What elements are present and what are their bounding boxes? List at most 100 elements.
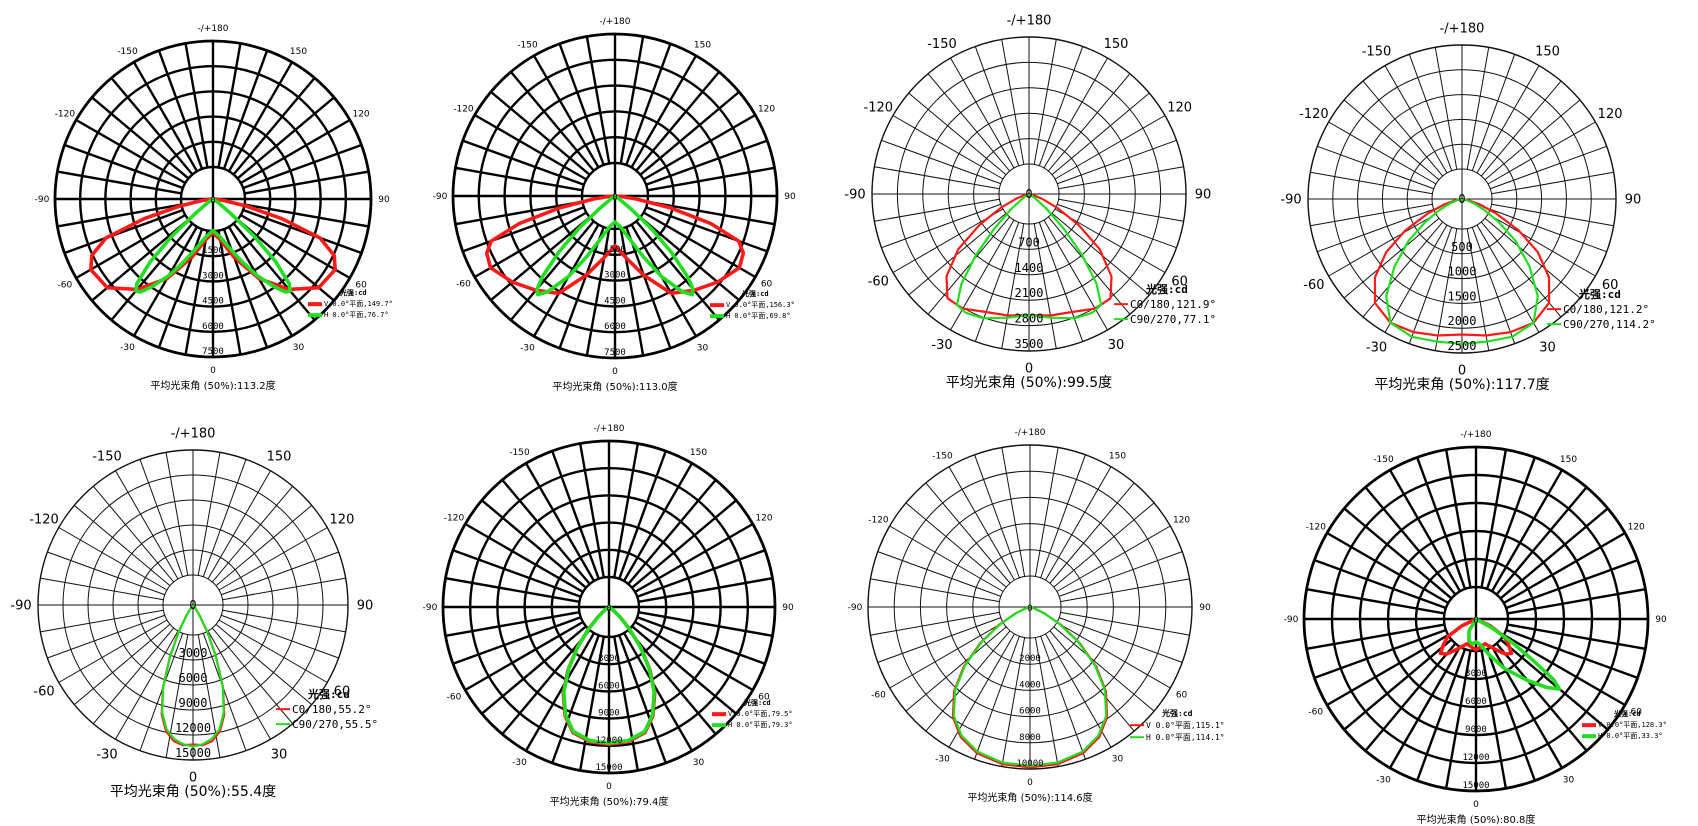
angle-label: -90: [35, 195, 50, 205]
angle-label: 120: [1598, 107, 1623, 122]
grid-spoke: [1047, 73, 1131, 172]
grid-spoke: [481, 625, 587, 715]
legend-unit-label: 光强:cd: [339, 288, 367, 297]
grid-spoke: [452, 616, 582, 665]
grid-spoke: [139, 633, 184, 751]
angle-label: -150: [509, 448, 530, 458]
beam-angle-caption: 平均光束角 (50%):79.4度: [550, 795, 669, 808]
radial-tick-label: 9000: [1465, 725, 1487, 735]
angle-label: -150: [92, 450, 122, 465]
grid-spoke: [1043, 57, 1108, 169]
legend-entry: V 0.0°平面,128.3°: [1598, 721, 1667, 729]
angle-label: -90: [848, 603, 863, 613]
grid-spoke: [75, 118, 186, 185]
angle-label: -/+180: [1461, 430, 1492, 440]
grid-spoke: [524, 632, 596, 752]
beam-angle-caption: 平均光束角 (50%):99.5度: [946, 375, 1112, 391]
angle-label: 30: [1563, 775, 1575, 785]
grid-spoke: [1362, 80, 1444, 177]
grid-spoke: [452, 549, 582, 598]
angle-label: -120: [29, 513, 59, 528]
grid-spoke: [636, 549, 766, 598]
grid-spoke: [638, 576, 773, 603]
grid-spoke: [1317, 208, 1434, 253]
angle-label: 30: [293, 343, 305, 353]
series-curve-1: [1438, 617, 1514, 656]
legend: 光强:cd V 0.0°平面,115.1° H 0.0°平面,114.1°: [1130, 708, 1225, 742]
radial-tick-label: 1500: [1448, 289, 1477, 303]
angle-label: -60: [1308, 708, 1323, 718]
grid-spoke: [242, 143, 362, 190]
grid-spoke: [207, 630, 271, 740]
radial-tick-label: 700: [1018, 235, 1040, 249]
angle-label: -90: [1280, 193, 1301, 208]
radial-tick-label: 2500: [1448, 339, 1477, 353]
grid-spoke: [631, 499, 737, 589]
grid-spoke: [115, 470, 179, 580]
angle-label: -150: [517, 41, 538, 51]
radial-zero-label: 0: [210, 196, 215, 206]
grid-spoke: [73, 623, 171, 706]
angle-label: 150: [690, 448, 707, 458]
grid-spoke: [445, 576, 580, 603]
angle-label: -90: [1284, 615, 1299, 625]
radial-tick-label: 3500: [1015, 337, 1044, 351]
angle-label: -150: [927, 37, 957, 52]
angle-label: -90: [844, 188, 865, 203]
grid-spoke: [647, 200, 775, 226]
legend-entry: H 0.0°平面,79.3°: [728, 721, 793, 729]
grid-spoke: [905, 626, 1007, 712]
radial-tick-label: 6000: [1465, 697, 1487, 707]
grid-spoke: [948, 466, 1015, 581]
grid-spoke: [1343, 99, 1440, 181]
angle-label: 60: [1171, 275, 1188, 290]
angle-label: -30: [1366, 341, 1387, 356]
radial-tick-label: 6000: [1019, 707, 1041, 717]
grid-spoke: [613, 443, 640, 578]
legend-swatch: [710, 314, 724, 319]
angle-label: 90: [1625, 193, 1642, 208]
angle-label: -150: [1362, 44, 1392, 59]
radial-tick-label: 500: [1451, 240, 1473, 254]
grid-spoke: [877, 551, 1002, 597]
angle-label: -60: [1303, 278, 1324, 293]
grid-spoke: [642, 113, 756, 181]
radial-tick-label: 7500: [202, 347, 224, 357]
grid-spoke: [1057, 203, 1177, 249]
grid-spoke: [635, 71, 721, 172]
grid-spoke: [1495, 486, 1588, 596]
angle-label: -60: [868, 275, 889, 290]
grid-spoke: [618, 450, 667, 580]
angle-label: 120: [1628, 523, 1645, 533]
grid-spoke: [464, 620, 584, 692]
legend-entry: C0/180,55.2°: [292, 703, 371, 716]
grid-spoke: [110, 222, 194, 321]
series-curve-2: [134, 197, 292, 294]
grid-spoke: [75, 213, 186, 280]
legend: 光强:cd V 0.0°平面,128.3° H 0.0°平面,33.3°: [1582, 709, 1667, 740]
angle-label: 60: [761, 280, 773, 290]
grid-spoke: [211, 627, 294, 725]
grid-spoke: [509, 220, 595, 321]
angle-label: 90: [357, 599, 374, 614]
grid-spoke: [1343, 507, 1453, 600]
angle-label: -120: [453, 105, 474, 115]
angle-label: -150: [932, 452, 953, 462]
angle-label: 60: [1176, 691, 1188, 701]
grid-spoke: [870, 578, 1000, 603]
angle-label: 90: [378, 195, 390, 205]
grid-spoke: [1485, 456, 1536, 590]
radial-tick-label: 9000: [179, 696, 208, 710]
angle-label: -120: [1299, 107, 1329, 122]
grid-spoke: [115, 630, 179, 740]
grid-spoke: [1408, 227, 1453, 344]
grid-spoke: [242, 208, 362, 255]
angle-label: -/+180: [600, 17, 631, 27]
angle-label: -150: [117, 47, 138, 57]
grid-spoke: [64, 208, 184, 255]
grid-spoke: [974, 222, 1020, 342]
grid-spoke: [1056, 622, 1171, 689]
grid-spoke: [625, 43, 672, 166]
polar-chart-1: 1500 3000 4500 6000 7500 0 -/+180 150 120 90 60 30 0…: [35, 24, 393, 392]
